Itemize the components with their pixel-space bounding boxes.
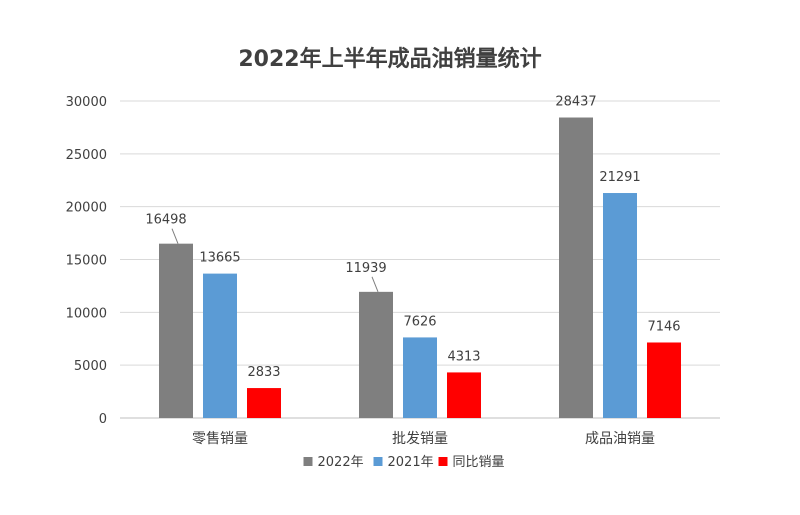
- y-tick-label: 15000: [66, 254, 107, 269]
- y-tick-label: 30000: [66, 95, 107, 110]
- legend-label: 2021年: [388, 455, 434, 470]
- y-axis-ticks: 0 5000 10000 15000 20000 25000 30000: [66, 95, 107, 427]
- bars: [159, 117, 681, 419]
- leader-line: [171, 228, 179, 244]
- bar-2-0: [559, 117, 593, 419]
- legend-label: 2022年: [318, 455, 364, 470]
- x-category-label: 零售销量: [192, 431, 248, 447]
- bar-1-2: [447, 372, 481, 418]
- bar-2-2: [647, 342, 681, 418]
- chart-title: 2022年上半年成品油销量统计: [238, 46, 541, 72]
- y-tick-label: 10000: [66, 306, 107, 321]
- bar-1-0: [359, 291, 393, 418]
- bar-2-1: [603, 193, 637, 418]
- data-labels: 16498 13665 2833 11939 7626 4313 28437 21291 714…: [145, 95, 680, 381]
- legend-label: 同比销量: [453, 455, 505, 470]
- y-tick-label: 25000: [66, 148, 107, 163]
- bar-0-0: [159, 243, 193, 418]
- bar-0-2: [247, 388, 281, 418]
- data-label: 11939: [345, 261, 386, 276]
- y-tick-label: 0: [99, 412, 107, 427]
- data-label: 2833: [247, 365, 280, 380]
- data-label: 16498: [145, 213, 186, 228]
- legend-swatch: [438, 457, 448, 466]
- bar-0-1: [203, 273, 237, 418]
- data-label: 21291: [599, 170, 640, 185]
- legend-swatch: [373, 457, 383, 466]
- x-category-label: 成品油销量: [585, 431, 655, 447]
- data-label: 7626: [403, 314, 436, 329]
- data-label: 7146: [647, 319, 680, 334]
- data-label: 13665: [199, 251, 240, 266]
- data-label: 28437: [555, 95, 596, 110]
- y-tick-label: 20000: [66, 201, 107, 216]
- y-tick-label: 5000: [74, 359, 107, 374]
- data-label: 4313: [447, 349, 480, 364]
- x-category-label: 批发销量: [392, 431, 448, 447]
- legend-swatch: [303, 457, 313, 466]
- bar-1-1: [403, 337, 437, 418]
- leader-line: [371, 276, 379, 293]
- legend: 2022年 2021年 同比销量: [303, 455, 505, 470]
- x-axis-categories: 零售销量 批发销量 成品油销量: [192, 431, 655, 447]
